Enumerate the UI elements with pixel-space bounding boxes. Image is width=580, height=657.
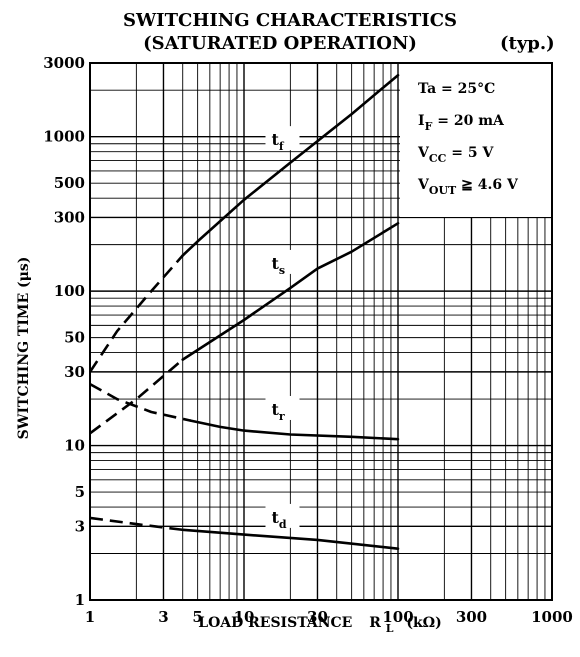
condition-line: IF = 20 mA [418,113,505,133]
series-label-bg-tf [265,126,300,151]
y-tick-label: 3000 [43,54,85,72]
y-tick-label: 50 [64,329,85,347]
axis-ticks: 1 3 5 10 30 100 300 1000 1 3 5 10 30 50 100 300 500 1000 3… [43,54,573,626]
y-tick-label: 3 [75,517,85,535]
x-tick-label: 1 [85,608,95,626]
series-line-dashed-tr [89,382,191,422]
x-axis-label-subscript: L [386,622,394,635]
series-line-tf [181,73,400,257]
x-axis-label-main: LOAD RESISTANCE [198,615,352,631]
series-label-tf: tf [271,130,284,153]
x-tick-label: 300 [456,608,487,626]
test-conditions: Ta = 25°C IF = 20 mA VCC = 5 V VOUT ≧ 4.6 V [417,81,519,197]
y-tick-label: 1000 [43,128,85,146]
x-axis-label: LOAD RESISTANCE R L (kΩ) [198,615,442,636]
series-label-ts: ts [271,254,285,277]
x-tick-label: 30 [307,608,328,626]
x-tick-label: 100 [382,608,413,626]
series-label-td: td [271,508,286,531]
y-tick-label: 300 [54,208,85,226]
series-line-td [181,528,400,551]
x-tick-label: 5 [192,608,202,626]
y-axis-label: SWITCHING TIME (μs) [16,257,32,440]
y-tick-label: 10 [64,437,85,455]
y-tick-label: 30 [64,363,85,381]
condition-line: VOUT ≧ 4.6 V [417,177,519,197]
x-axis-label-symbol: R [369,615,381,631]
series-label-bg-td [265,503,300,528]
series-line-dashed-tf [88,254,184,373]
x-tick-label: 3 [158,608,168,626]
condition-line: Ta = 25°C [418,81,495,97]
series-line-ts [181,222,400,361]
series-curves: tf ts tr td [88,73,400,551]
chart-title-line1: SWITCHING CHARACTERISTICS [123,10,457,31]
x-axis-label-unit: (kΩ) [406,615,441,631]
series-line-dashed-td [89,516,183,532]
y-tick-label: 500 [54,174,85,192]
series-label-tr: tr [271,400,284,423]
y-tick-label: 100 [54,282,85,300]
condition-line: VCC = 5 V [417,145,494,165]
x-tick-label: 1000 [531,608,573,626]
conditions-box [400,63,552,217]
plot-frame [89,62,553,601]
series-label-bg-ts [265,249,300,274]
series-label-bg-tr [265,395,300,420]
series-line-tr [189,419,400,441]
chart-title-line2: (SATURATED OPERATION) [143,33,417,54]
chart-title-note: (typ.) [500,33,555,54]
plot-grid [89,62,552,601]
y-tick-label: 1 [75,591,85,609]
y-tick-label: 5 [75,483,85,501]
x-tick-label: 10 [234,608,255,626]
